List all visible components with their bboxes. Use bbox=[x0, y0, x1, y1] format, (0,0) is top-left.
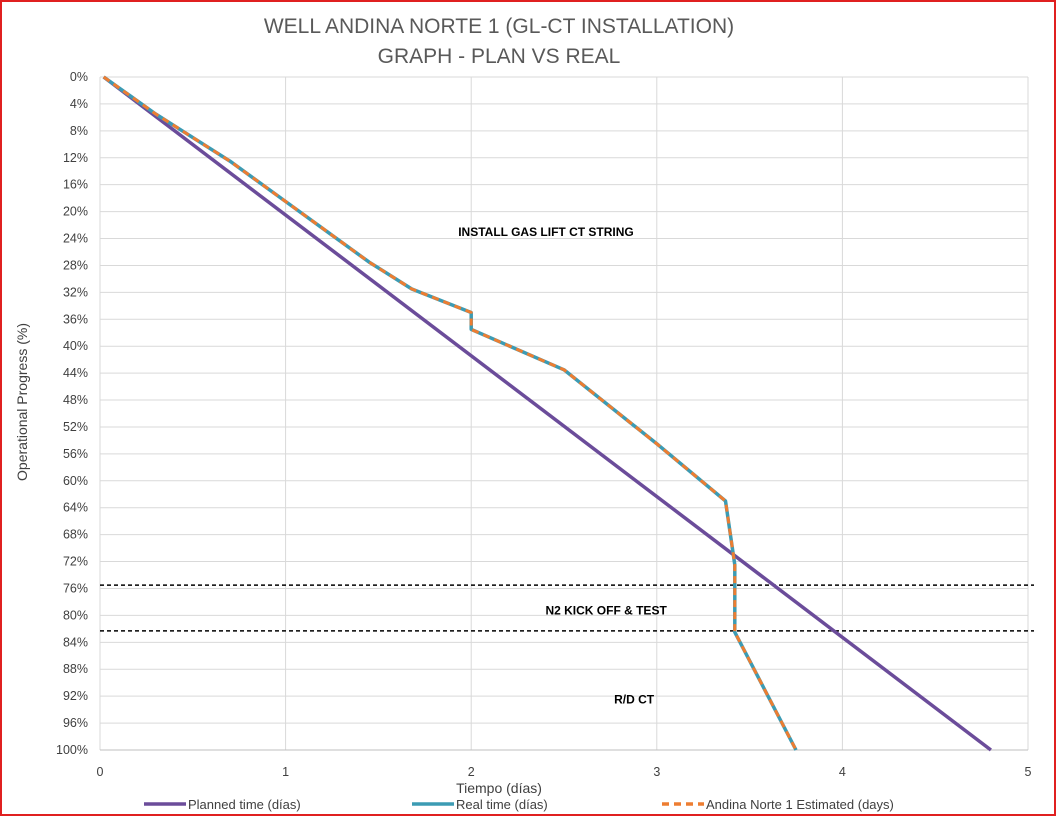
y-tick-label: 100% bbox=[56, 743, 88, 757]
phase-annotation-1: INSTALL GAS LIFT CT STRING bbox=[458, 225, 634, 239]
series-line-1 bbox=[102, 75, 992, 752]
y-tick-label: 32% bbox=[63, 285, 88, 299]
phase-separator-lines bbox=[100, 584, 1034, 632]
y-axis-label: Operational Progress (%) bbox=[14, 323, 30, 481]
legend-label-2: Real time (días) bbox=[456, 797, 548, 812]
y-tick-label: 36% bbox=[63, 312, 88, 326]
y-tick-label: 0% bbox=[70, 70, 88, 84]
x-tick-labels: 0 1 2 3 4 5 bbox=[97, 765, 1032, 779]
x-tick-label: 3 bbox=[653, 765, 660, 779]
legend: Planned time (días) Real time (días) Andin… bbox=[144, 797, 894, 812]
x-tick-label: 2 bbox=[468, 765, 475, 779]
chart-title-line-2: GRAPH - PLAN VS REAL bbox=[378, 45, 621, 68]
x-tick-label: 1 bbox=[282, 765, 289, 779]
y-tick-label: 84% bbox=[63, 635, 88, 649]
y-tick-label: 40% bbox=[63, 339, 88, 353]
y-tick-label: 28% bbox=[63, 258, 88, 272]
x-axis-label: Tiempo (días) bbox=[456, 780, 542, 796]
y-tick-label: 44% bbox=[63, 366, 88, 380]
x-tick-label: 0 bbox=[97, 765, 104, 779]
series-line-2 bbox=[102, 75, 798, 751]
legend-label-3: Andina Norte 1 Estimated (days) bbox=[706, 797, 894, 812]
y-tick-label: 24% bbox=[63, 232, 88, 246]
y-tick-label: 88% bbox=[63, 662, 88, 676]
y-tick-label: 52% bbox=[63, 420, 88, 434]
y-tick-label: 60% bbox=[63, 474, 88, 488]
y-tick-label: 12% bbox=[63, 151, 88, 165]
y-tick-label: 92% bbox=[63, 689, 88, 703]
y-tick-label: 64% bbox=[63, 501, 88, 515]
y-tick-label: 56% bbox=[63, 447, 88, 461]
y-tick-labels: 0% 4% 8% 12% 16% 20% 24% 28% 32% 36% 40% 44% 48% 52% 5… bbox=[56, 70, 88, 757]
series-lines bbox=[102, 75, 992, 752]
y-tick-label: 96% bbox=[63, 716, 88, 730]
y-tick-label: 76% bbox=[63, 581, 88, 595]
legend-label-1: Planned time (días) bbox=[188, 797, 301, 812]
y-tick-label: 4% bbox=[70, 97, 88, 111]
chart-title-line-1: WELL ANDINA NORTE 1 (GL-CT INSTALLATION) bbox=[264, 15, 734, 38]
y-tick-label: 68% bbox=[63, 528, 88, 542]
x-tick-label: 5 bbox=[1025, 765, 1032, 779]
phase-annotation-3: R/D CT bbox=[614, 693, 655, 707]
chart-title: WELL ANDINA NORTE 1 (GL-CT INSTALLATION)… bbox=[264, 15, 734, 68]
phase-annotation-2: N2 KICK OFF & TEST bbox=[545, 604, 667, 618]
y-tick-label: 80% bbox=[63, 608, 88, 622]
y-tick-label: 20% bbox=[63, 205, 88, 219]
phase-annotations: INSTALL GAS LIFT CT STRING N2 KICK OFF & … bbox=[458, 225, 667, 707]
y-tick-label: 72% bbox=[63, 555, 88, 569]
x-tick-label: 4 bbox=[839, 765, 846, 779]
series-line-3 bbox=[102, 75, 798, 751]
y-tick-label: 48% bbox=[63, 393, 88, 407]
y-tick-label: 16% bbox=[63, 178, 88, 192]
y-tick-label: 8% bbox=[70, 124, 88, 138]
